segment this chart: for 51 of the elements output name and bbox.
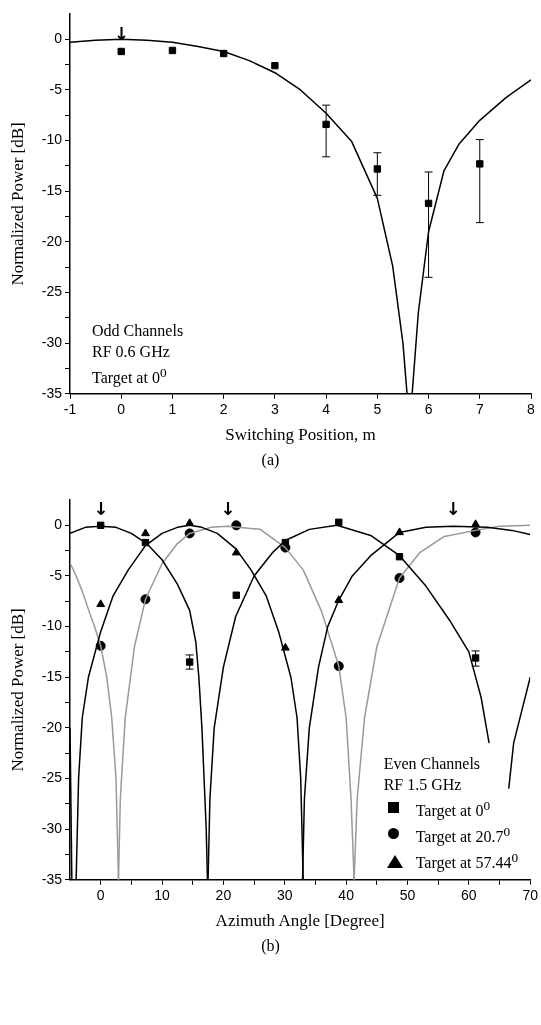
x-tick-label: 7 [475, 401, 484, 418]
y-tick-label: -20 [41, 232, 63, 249]
y-tick-label: -15 [41, 668, 63, 685]
y-tick-label: -20 [41, 718, 63, 735]
x-tick-label: 0 [117, 401, 126, 418]
x-tick-label: -1 [63, 401, 77, 418]
x-tick-label: 3 [270, 401, 279, 418]
x-tick-label: 70 [522, 887, 539, 904]
annotation: RF 1.5 GHz [383, 774, 463, 795]
x-tick-label: 60 [461, 887, 477, 904]
x-tick-label: 50 [399, 887, 416, 904]
annotation: RF 0.6 GHz [92, 341, 171, 362]
annotation: ↓ [220, 498, 236, 519]
y-tick-label: -35 [41, 384, 63, 401]
legend-label: Target at 57.44$^{0}$ [415, 849, 519, 874]
y-tick-label: -25 [41, 283, 63, 300]
legend-label: Target at 20.7$^{0}$ [415, 823, 511, 848]
x-tick-label: 20 [215, 887, 232, 904]
y-tick-label: -5 [49, 80, 63, 97]
x-tick-label: 10 [154, 887, 171, 904]
x-axis-title: Azimuth Angle [Degree] [215, 911, 385, 931]
y-tick-label: -30 [41, 334, 63, 351]
annotation: Odd Channels [92, 320, 184, 341]
x-tick-label: 30 [276, 887, 293, 904]
x-tick-label: 0 [96, 887, 105, 904]
y-tick-label: -25 [41, 769, 63, 786]
y-tick-label: -10 [41, 131, 63, 148]
text: (b) [260, 936, 281, 957]
x-axis-title: Switching Position, m [225, 425, 376, 445]
y-tick-label: -35 [41, 870, 63, 887]
x-tick-label: 6 [424, 401, 433, 418]
y-axis-title: Normalized Power [dB] [7, 608, 27, 772]
annotation: Even Channels [383, 753, 482, 774]
x-tick-label: 4 [322, 401, 331, 418]
y-tick-label: -15 [41, 182, 63, 199]
y-tick-label: 0 [54, 30, 63, 47]
y-tick-label: -10 [41, 617, 63, 634]
annotation: ↓ [445, 498, 461, 519]
x-tick-label: 5 [373, 401, 382, 418]
x-tick-label: 2 [219, 401, 228, 418]
y-axis-title: Normalized Power [dB] [7, 122, 27, 286]
x-tick-label: 40 [338, 887, 355, 904]
annotation: ↓ [93, 498, 109, 519]
x-tick-label: 1 [168, 401, 177, 418]
legend-label: Target at 0$^{0}$ [415, 796, 491, 822]
y-tick-label: -30 [41, 820, 63, 837]
text: (a) [260, 450, 281, 471]
y-tick-label: -5 [49, 566, 63, 583]
y-tick-label: 0 [54, 516, 63, 533]
annotation: Target at 0$^{0}$ [92, 363, 168, 389]
x-tick-label: 8 [527, 401, 536, 418]
